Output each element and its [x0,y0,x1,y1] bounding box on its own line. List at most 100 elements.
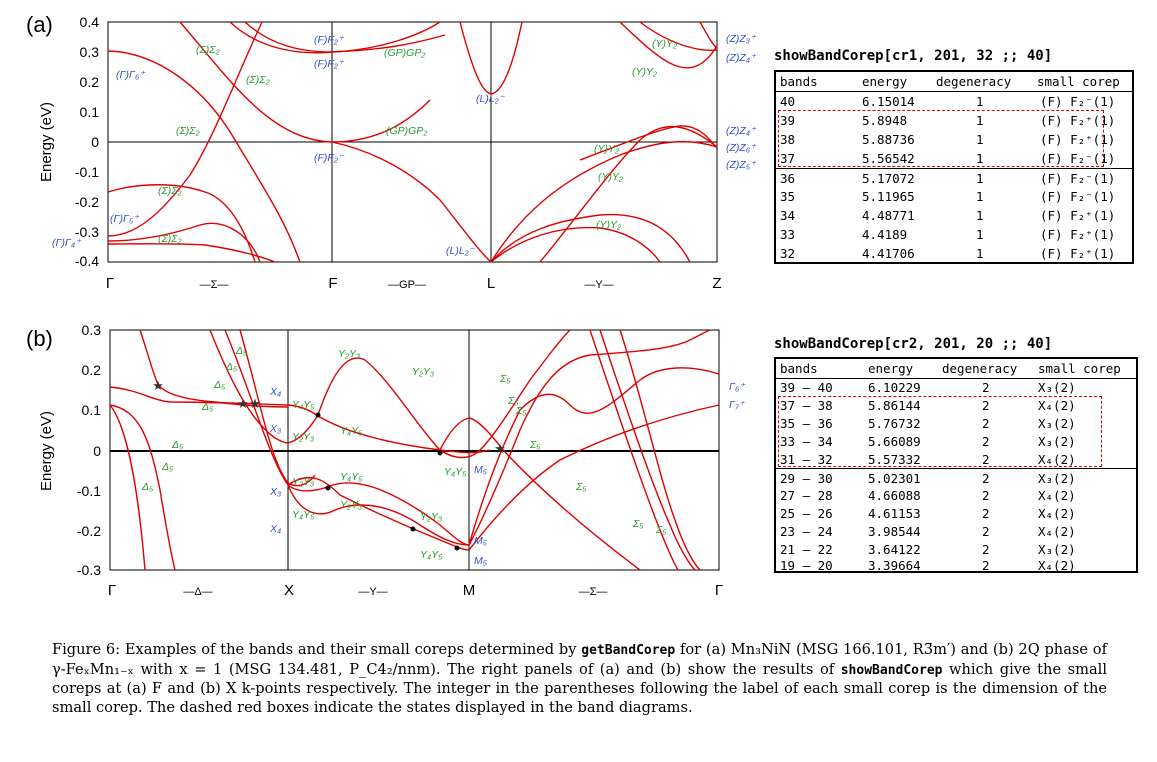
table-row: 35 – 36 5.76732 2 X₃(2) [776,414,1136,433]
caption-text-1: Figure 6: Examples of the bands and thei… [52,641,582,658]
dot-marker [315,412,321,418]
label-b-delta-7: Δ₅ [141,481,154,493]
xtick-b-x: X [284,582,294,599]
ytick-b-6: -0.3 [77,562,101,578]
xtick-a-sigma: —Σ— [200,279,229,291]
xtick-a-gamma: Γ [106,275,114,292]
label-b-m5-1: M₅ [474,464,488,476]
dot-marker [437,450,443,456]
ytick-a-5: -0.1 [75,164,99,180]
cell-degeneracy: 2 [982,488,990,503]
table-row: 39 – 40 6.10229 2 X₃(2) [776,378,1136,397]
cell-energy: 6.10229 [868,380,921,395]
cell-bands: 38 [780,132,796,147]
ytick-a-4: 0 [91,134,99,150]
ytick-b-0: 0.3 [82,322,102,338]
label-a-f2m: (F)F₂⁻ [314,152,345,164]
label-b-m5-2: M₅ [474,535,488,547]
cell-corep: X₃(2) [1038,471,1076,486]
label-a-sigma-3: (Σ)Σ₂ [176,125,200,137]
label-b-gamma7: Γ₇⁺ [729,399,746,411]
ytick-a-0: 0.4 [80,14,100,30]
cell-corep: (F) F₂⁻(1) [1040,94,1116,109]
label-a-z4-2: (Z)Z₄⁺ [726,125,757,137]
label-b-y-8: Y₂Y₃ [340,499,362,511]
cell-bands: 19 – 20 [780,558,833,573]
label-b-sigma-7: Σ₅ [655,524,667,536]
table-a-header: bands energy degeneracy small corep [776,72,1132,92]
caption-command-1: getBandCorep [581,643,676,658]
label-b-delta-6: Δ₅ [161,461,174,473]
cell-bands: 35 [780,189,796,204]
table-row: 19 – 20 3.39664 2 X₄(2) [776,556,1136,575]
cell-energy: 6.15014 [862,94,915,109]
axis-frame-b [109,329,720,571]
cell-bands: 37 [780,151,796,166]
label-b-sigma-3: Σ₅ [515,405,527,417]
ytick-a-1: 0.3 [80,44,100,60]
cell-corep: X₄(2) [1038,488,1076,503]
label-b-x4-1: X₄ [269,386,281,398]
table-row: 29 – 30 5.02301 2 X₃(2) [776,468,1136,488]
label-b-y-10: Y₂Y₃ [420,511,442,523]
cell-energy: 5.86144 [868,398,921,413]
cell-degeneracy: 2 [982,398,990,413]
xtick-b-m: M [463,582,476,599]
label-a-sigma-5: (Σ)Σ₂ [158,233,182,245]
label-b-delta-1: Δ₅ [235,345,248,357]
label-a-y-3: (Y)Y₂ [594,143,619,155]
cell-energy: 3.64122 [868,542,921,557]
y-axis-label-b: Energy (eV) [38,411,55,491]
col-energy: energy [868,361,914,376]
label-a-z3: (Z)Z₃⁺ [726,33,757,45]
cell-corep: X₃(2) [1038,542,1076,557]
star-marker: ★ [249,396,261,411]
corep-table-b: bands energy degeneracy small corep 39 –… [774,357,1138,573]
corep-table-a: bands energy degeneracy small corep 40 6.… [774,70,1134,264]
label-b-y-6: Y₂Y₃ [292,476,314,488]
cell-bands: 34 [780,208,796,223]
cell-corep: (F) F₂⁻(1) [1040,151,1116,166]
cell-corep: (F) F₂⁺(1) [1040,246,1116,261]
ytick-a-2: 0.2 [80,74,100,90]
label-a-z6: (Z)Z₆⁺ [726,142,757,154]
label-a-y-2: (Y)Y₂ [632,66,657,78]
cell-energy: 4.66088 [868,488,921,503]
cell-energy: 3.98544 [868,524,921,539]
label-b-gamma6: Γ₆⁺ [729,381,746,393]
label-b-y-1: Y₂Y₃ [338,348,360,360]
label-a-l2m-2: (L)L₂⁻ [446,245,476,257]
table-row: 33 – 34 5.66089 2 X₃(2) [776,432,1136,451]
table-row: 33 4.4189 1 (F) F₂⁺(1) [776,225,1132,244]
table-row: 32 4.41706 1 (F) F₂⁺(1) [776,244,1132,263]
xtick-b-y: —Y— [358,586,387,598]
ytick-b-5: -0.2 [77,523,101,539]
dot-marker [410,526,416,532]
label-a-z4-1: (Z)Z₄⁺ [726,52,757,64]
cell-degeneracy: 1 [976,132,984,147]
label-a-gamma6: (Γ)Γ₆⁺ [116,69,146,81]
xtick-b-gamma-1: Γ [108,582,116,599]
xtick-a-gp: —GP— [388,279,426,291]
cell-corep: (F) F₂⁺(1) [1040,227,1116,242]
table-row: 34 4.48771 1 (F) F₂⁺(1) [776,206,1132,225]
cell-degeneracy: 1 [976,189,984,204]
label-a-sigma-4: (Σ)Σ₂ [158,185,182,197]
cell-energy: 5.17072 [862,171,915,186]
cell-corep: X₄(2) [1038,506,1076,521]
label-b-y-9: Y₄Y₅ [292,509,315,521]
cell-corep: X₃(2) [1038,434,1076,449]
cell-energy: 5.02301 [868,471,921,486]
table-row: 25 – 26 4.61153 2 X₄(2) [776,504,1136,523]
xtick-a-z: Z [712,275,721,292]
table-row: 21 – 22 3.64122 2 X₃(2) [776,540,1136,559]
label-b-y-12: Y₄Y₅ [444,466,467,478]
table-row: 23 – 24 3.98544 2 X₄(2) [776,522,1136,541]
table-row: 38 5.88736 1 (F) F₂⁺(1) [776,130,1132,149]
cell-degeneracy: 2 [982,380,990,395]
label-b-sigma-1: Σ₅ [499,373,511,385]
label-b-delta-5: Δ₅ [171,439,184,451]
label-b-x3-1: X₃ [269,423,281,435]
label-a-y-1: (Y)Y₂ [652,38,677,50]
label-b-sigma-4: Σ₅ [529,439,541,451]
